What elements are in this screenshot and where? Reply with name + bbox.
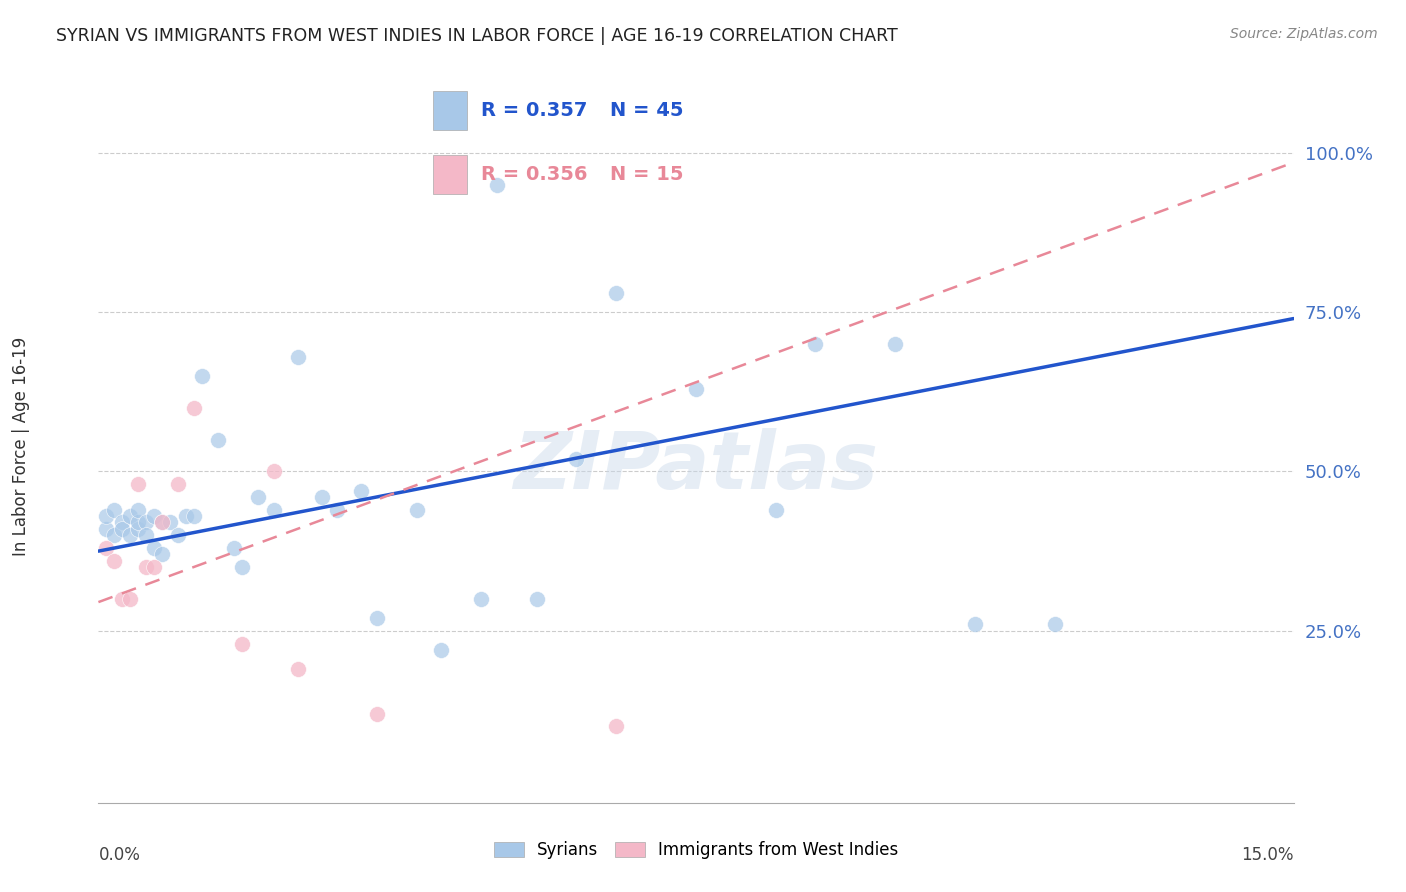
FancyBboxPatch shape (433, 155, 467, 194)
Point (485, 178, 508, 192)
Point (263, 502, 285, 516)
Point (430, 643, 453, 657)
Point (222, 541, 245, 555)
Point (135, 516, 157, 530)
Point (884, 337, 907, 351)
Point (150, 516, 173, 530)
Text: In Labor Force | Age 16-19: In Labor Force | Age 16-19 (13, 336, 30, 556)
Point (366, 706, 388, 721)
Text: R = 0.357: R = 0.357 (481, 101, 588, 120)
Point (311, 490, 333, 504)
Point (127, 516, 149, 530)
Point (120, 528, 142, 542)
Text: N = 45: N = 45 (610, 101, 683, 120)
Point (111, 522, 134, 536)
Point (120, 591, 142, 606)
Point (103, 554, 125, 568)
Point (150, 516, 173, 530)
Text: Source: ZipAtlas.com: Source: ZipAtlas.com (1230, 27, 1378, 41)
Point (167, 477, 190, 491)
Point (111, 591, 134, 606)
Point (326, 502, 349, 516)
Point (605, 286, 627, 301)
FancyBboxPatch shape (433, 91, 467, 130)
Point (231, 636, 253, 650)
Legend: Syrians, Immigrants from West Indies: Syrians, Immigrants from West Indies (486, 835, 905, 866)
Text: ZIPatlas: ZIPatlas (513, 428, 879, 507)
Point (111, 516, 134, 530)
Point (96, 541, 118, 555)
Point (565, 451, 588, 466)
Point (127, 477, 149, 491)
Point (120, 509, 142, 524)
Text: N = 15: N = 15 (610, 165, 683, 185)
Point (231, 560, 253, 574)
Point (287, 662, 309, 676)
Point (143, 560, 166, 574)
Point (765, 502, 787, 516)
Point (685, 382, 707, 396)
Point (96, 509, 118, 524)
Point (1043, 617, 1066, 632)
Point (526, 591, 548, 606)
Point (963, 617, 986, 632)
Point (127, 522, 149, 536)
Point (103, 528, 125, 542)
Point (103, 502, 125, 516)
Point (191, 368, 214, 383)
Point (159, 516, 181, 530)
Point (167, 528, 190, 542)
Point (207, 433, 229, 447)
Point (406, 502, 429, 516)
Point (263, 465, 285, 479)
Point (143, 509, 166, 524)
Point (287, 350, 309, 364)
Point (150, 547, 173, 561)
Point (246, 490, 269, 504)
Point (804, 337, 827, 351)
Text: SYRIAN VS IMMIGRANTS FROM WEST INDIES IN LABOR FORCE | AGE 16-19 CORRELATION CHA: SYRIAN VS IMMIGRANTS FROM WEST INDIES IN… (56, 27, 898, 45)
Point (174, 509, 197, 524)
Point (350, 483, 373, 498)
Point (183, 401, 205, 415)
Point (135, 560, 157, 574)
Point (135, 528, 157, 542)
Point (605, 719, 627, 733)
Point (96, 522, 118, 536)
Text: 0.0%: 0.0% (98, 846, 141, 863)
Point (366, 611, 388, 625)
Text: 15.0%: 15.0% (1241, 846, 1294, 863)
Point (127, 502, 149, 516)
Point (143, 541, 166, 555)
Point (183, 509, 205, 524)
Text: R = 0.356: R = 0.356 (481, 165, 588, 185)
Point (470, 591, 492, 606)
